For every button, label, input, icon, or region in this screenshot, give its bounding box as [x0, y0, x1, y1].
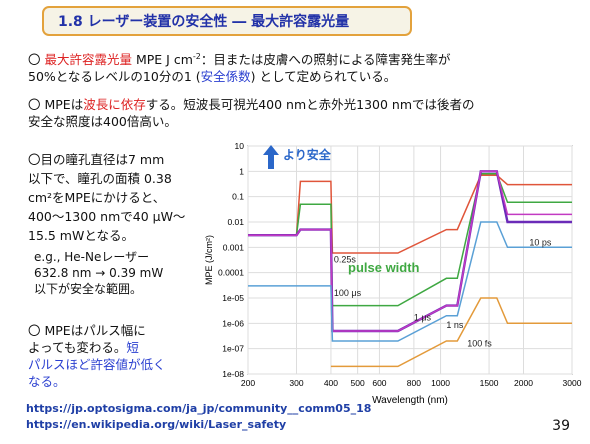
wl-text-a: 〇 MPEは — [28, 97, 84, 112]
pupil-line: 400〜1300 nmで40 μW〜 — [28, 209, 186, 224]
series-label: 100 μs — [334, 288, 362, 298]
series-label: 1 μs — [414, 312, 432, 322]
y-tick-label: 1e-07 — [222, 344, 244, 354]
series-line — [248, 170, 572, 332]
slide-title: 1.8 レーザー装置の安全性 ― 最大許容露光量 — [42, 6, 412, 36]
pulse-blue: 短 — [126, 340, 139, 355]
series-line — [248, 221, 572, 342]
mpe-def-text: ：目または皮膚への照射による障害発生率が — [200, 52, 451, 68]
unit-exponent: -2 — [192, 52, 201, 61]
x-tick-label: 200 — [241, 378, 255, 388]
safety-factor-term: 安全係数 — [200, 69, 251, 85]
y-tick-label: 1 — [239, 166, 244, 176]
example-line: e.g., He-Neレーザー — [34, 250, 150, 264]
y-tick-label: 0.1 — [232, 192, 244, 202]
x-tick-label: 800 — [407, 378, 421, 388]
y-tick-label: 0.001 — [223, 242, 245, 252]
pulse-blue-line: なる。 — [28, 374, 66, 389]
series-label: 0.25s — [334, 255, 357, 265]
y-axis-title: MPE (J/cm²) — [204, 235, 214, 285]
x-tick-label: 600 — [372, 378, 386, 388]
pupil-line: 以下で、瞳孔の面積 0.38 — [28, 171, 172, 186]
example-line: 632.8 nm → 0.39 mW — [34, 266, 164, 280]
pupil-line: 15.5 mWとなる。 — [28, 228, 134, 243]
y-tick-label: 1e-05 — [222, 293, 244, 303]
wl-text-line2: 安全な照度は400倍高い。 — [28, 114, 177, 129]
x-tick-label: 400 — [324, 378, 338, 388]
pulse-width-label: pulse width — [348, 260, 420, 275]
slide-title-text: 1.8 レーザー装置の安全性 ― 最大許容露光量 — [58, 14, 350, 30]
y-tick-label: 1e-08 — [222, 369, 244, 379]
x-tick-label: 1000 — [431, 378, 450, 388]
x-tick-label: 3000 — [563, 378, 582, 388]
y-tick-label: 10 — [235, 141, 245, 151]
safer-annotation: より安全 — [263, 145, 332, 169]
x-tick-label: 500 — [351, 378, 365, 388]
example-line: 以下が安全な範囲。 — [34, 282, 143, 296]
mpe-def-line2a: 50%となるレベルの10分の1 ( — [28, 69, 201, 85]
page-number: 39 — [552, 418, 570, 434]
safer-label: より安全 — [283, 147, 332, 162]
x-tick-label: 1500 — [480, 378, 499, 388]
series-line — [330, 297, 572, 368]
y-tick-label: 0.01 — [227, 217, 244, 227]
mpe-term: 最大許容露光量 — [44, 52, 133, 68]
link-optosigma[interactable]: https://jp.optosigma.com/ja_jp/community… — [26, 402, 372, 415]
series-label: 1 ns — [446, 320, 464, 330]
para-wavelength: 〇 MPEは波長に依存する。短波長可視光400 nmと赤外光1300 nmでは後… — [28, 96, 475, 130]
para-pulse: 〇 MPEはパルス幅に よっても変わる。短 パルスほど許容値が低く なる。 — [28, 322, 166, 390]
y-tick-label: 1e-06 — [222, 318, 244, 328]
series-label: 100 fs — [467, 339, 492, 349]
mpe-def-line2b: ) として定められている。 — [250, 69, 397, 85]
bullet: 〇 — [28, 52, 41, 68]
pulse-line: よっても変わる。 — [28, 340, 127, 355]
x-axis-title: Wavelength (nm) — [372, 395, 448, 406]
para-pupil: 〇目の瞳孔直径は7 mm 以下で、瞳孔の面積 0.38 cm²をMPEにかけると… — [28, 150, 185, 245]
link-wikipedia[interactable]: https://en.wikipedia.org/wiki/Laser_safe… — [26, 418, 287, 431]
x-tick-label: 300 — [289, 378, 303, 388]
wl-dependence-term: 波長に依存 — [83, 97, 146, 112]
pupil-line: 〇目の瞳孔直径は7 mm — [28, 152, 165, 167]
para-example: e.g., He-Neレーザー 632.8 nm → 0.39 mW 以下が安全… — [34, 249, 163, 297]
y-tick-label: 0.0001 — [218, 268, 244, 278]
mpe-unit: MPE J cm — [132, 52, 193, 68]
up-arrow-icon — [263, 145, 279, 169]
pulse-blue-line: パルスほど許容値が低く — [28, 357, 166, 372]
para-mpe-definition: 〇 最大許容露光量 MPE J cm-2：目または皮膚への照射による障害発生率が… — [28, 48, 451, 85]
series-label: 10 ps — [529, 237, 552, 247]
pulse-line: 〇 MPEはパルス幅に — [28, 323, 146, 338]
wl-text-b: する。短波長可視光400 nmと赤外光1300 nmでは後者の — [145, 97, 475, 112]
pupil-line: cm²をMPEにかけると、 — [28, 190, 166, 205]
x-tick-label: 2000 — [514, 378, 533, 388]
mpe-chart: 1e-08 1e-07 1e-06 1e-05 0.0001 0.001 0.01 0.1 1 1… — [204, 141, 582, 406]
